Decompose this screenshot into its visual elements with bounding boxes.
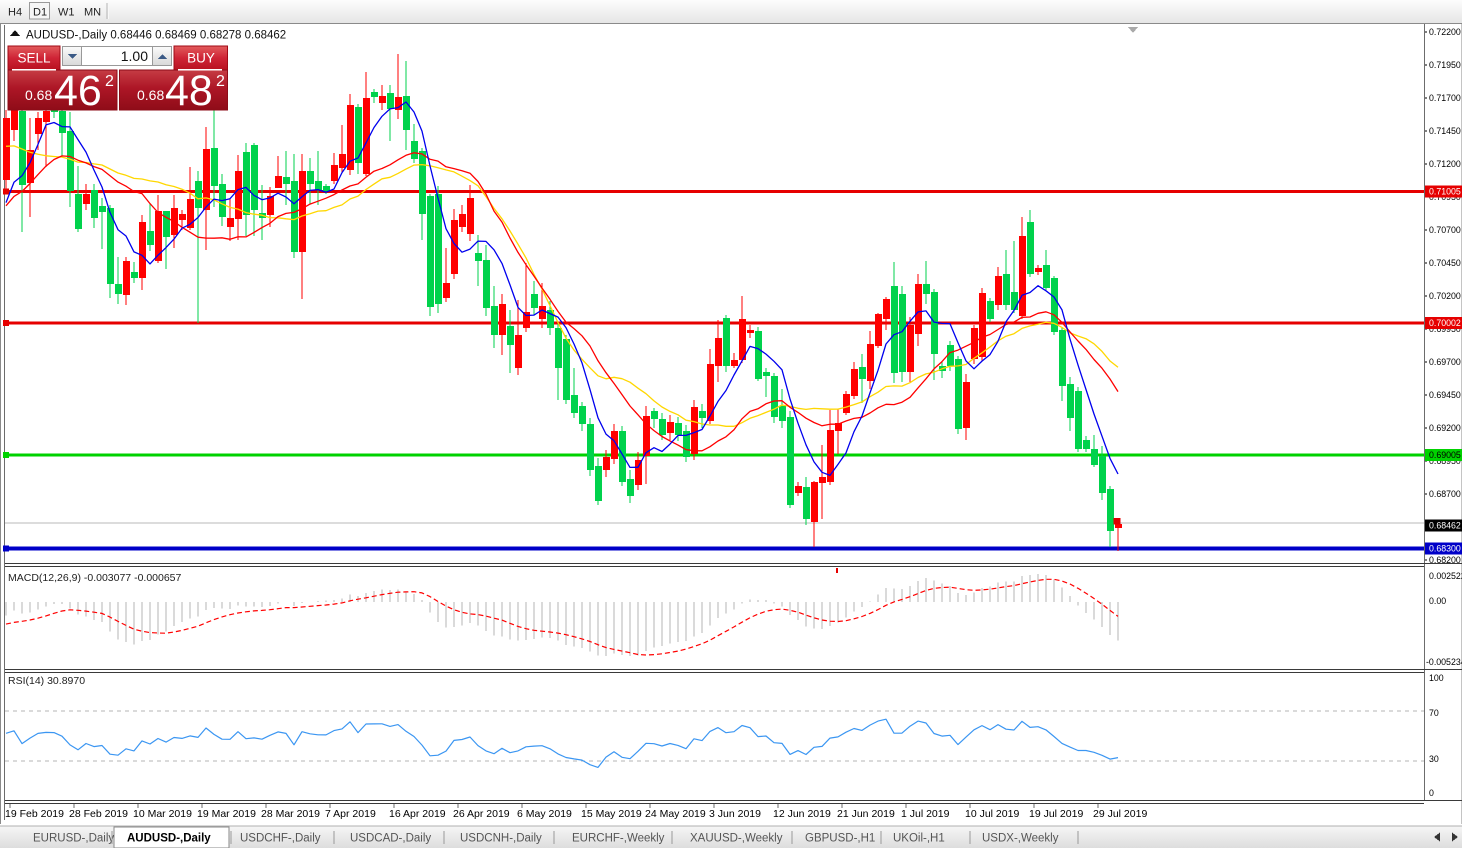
svg-text:48: 48 xyxy=(165,67,213,115)
svg-text:3 Jun 2019: 3 Jun 2019 xyxy=(709,808,761,820)
svg-text:0.69200: 0.69200 xyxy=(1429,423,1461,433)
svg-text:-0.005234: -0.005234 xyxy=(1426,657,1462,667)
svg-text:0.68700: 0.68700 xyxy=(1429,489,1461,499)
svg-text:0: 0 xyxy=(1429,788,1434,798)
svg-text:RSI(14) 30.8970: RSI(14) 30.8970 xyxy=(8,675,85,687)
svg-text:0.68462: 0.68462 xyxy=(1429,521,1461,531)
svg-text:28 Feb 2019: 28 Feb 2019 xyxy=(69,808,128,820)
svg-text:0.68200: 0.68200 xyxy=(1429,555,1461,565)
svg-text:0.70200: 0.70200 xyxy=(1429,291,1461,301)
svg-text:28 Mar 2019: 28 Mar 2019 xyxy=(261,808,320,820)
svg-text:16 Apr 2019: 16 Apr 2019 xyxy=(389,808,446,820)
svg-text:SELL: SELL xyxy=(17,51,51,66)
svg-text:30: 30 xyxy=(1429,754,1439,764)
svg-text:7 Apr 2019: 7 Apr 2019 xyxy=(325,808,376,820)
svg-text:100: 100 xyxy=(1429,673,1444,683)
svg-text:XAUUSD-,Weekly: XAUUSD-,Weekly xyxy=(690,833,783,845)
svg-text:26 Apr 2019: 26 Apr 2019 xyxy=(453,808,510,820)
svg-text:0.68: 0.68 xyxy=(25,87,52,103)
svg-text:70: 70 xyxy=(1429,708,1439,718)
svg-text:0.69450: 0.69450 xyxy=(1429,390,1461,400)
svg-text:H4: H4 xyxy=(8,7,22,19)
svg-text:0.72200: 0.72200 xyxy=(1429,27,1461,37)
svg-text:BUY: BUY xyxy=(187,51,215,66)
svg-text:0.69005: 0.69005 xyxy=(1429,450,1461,460)
svg-text:0.71700: 0.71700 xyxy=(1429,93,1461,103)
svg-text:0.71950: 0.71950 xyxy=(1429,60,1461,70)
svg-text:0.71200: 0.71200 xyxy=(1429,159,1461,169)
svg-text:USDCHF-,Daily: USDCHF-,Daily xyxy=(240,833,321,845)
svg-text:USDX-,Weekly: USDX-,Weekly xyxy=(982,833,1059,845)
svg-text:0.71005: 0.71005 xyxy=(1429,187,1461,197)
svg-text:2: 2 xyxy=(216,73,225,90)
svg-text:10 Mar 2019: 10 Mar 2019 xyxy=(133,808,192,820)
svg-text:USDCAD-,Daily: USDCAD-,Daily xyxy=(350,833,431,845)
svg-text:2: 2 xyxy=(105,73,114,90)
svg-text:10 Jul 2019: 10 Jul 2019 xyxy=(965,808,1019,820)
svg-text:19 Mar 2019: 19 Mar 2019 xyxy=(197,808,256,820)
svg-text:AUDUSD-,Daily 0.68446 0.68469: AUDUSD-,Daily 0.68446 0.68469 0.68278 0.… xyxy=(26,30,286,42)
svg-text:0.69950: 0.69950 xyxy=(1429,324,1461,334)
svg-text:0.71450: 0.71450 xyxy=(1429,126,1461,136)
svg-text:1 Jul 2019: 1 Jul 2019 xyxy=(901,808,950,820)
svg-text:0.002522: 0.002522 xyxy=(1429,571,1462,581)
svg-text:46: 46 xyxy=(54,67,102,115)
svg-text:MN: MN xyxy=(84,7,101,19)
svg-text:0.68300: 0.68300 xyxy=(1429,544,1461,554)
svg-text:24 May 2019: 24 May 2019 xyxy=(645,808,706,820)
svg-text:EURCHF-,Weekly: EURCHF-,Weekly xyxy=(572,833,665,845)
svg-text:21 Jun 2019: 21 Jun 2019 xyxy=(837,808,895,820)
svg-text:W1: W1 xyxy=(58,7,75,19)
svg-text:19 Feb 2019: 19 Feb 2019 xyxy=(5,808,64,820)
svg-text:D1: D1 xyxy=(33,7,47,19)
svg-text:1.00: 1.00 xyxy=(121,48,148,64)
svg-text:19 Jul 2019: 19 Jul 2019 xyxy=(1029,808,1083,820)
svg-text:0.00: 0.00 xyxy=(1429,596,1446,606)
svg-text:0.69700: 0.69700 xyxy=(1429,357,1461,367)
svg-text:MACD(12,26,9) -0.003077 -0.000: MACD(12,26,9) -0.003077 -0.000657 xyxy=(8,572,182,584)
svg-text:0.68: 0.68 xyxy=(137,87,164,103)
svg-text:GBPUSD-,H1: GBPUSD-,H1 xyxy=(805,833,875,845)
svg-text:EURUSD-,Daily: EURUSD-,Daily xyxy=(33,833,114,845)
svg-text:29 Jul 2019: 29 Jul 2019 xyxy=(1093,808,1147,820)
svg-text:12 Jun 2019: 12 Jun 2019 xyxy=(773,808,831,820)
svg-text:0.70450: 0.70450 xyxy=(1429,258,1461,268)
svg-text:15 May 2019: 15 May 2019 xyxy=(581,808,642,820)
svg-text:USDCNH-,Daily: USDCNH-,Daily xyxy=(460,833,542,845)
svg-text:0.70002: 0.70002 xyxy=(1429,318,1461,328)
svg-text:0.70700: 0.70700 xyxy=(1429,225,1461,235)
svg-text:UKOil-,H1: UKOil-,H1 xyxy=(893,833,945,845)
svg-text:AUDUSD-,Daily: AUDUSD-,Daily xyxy=(127,833,211,845)
svg-text:0.68950: 0.68950 xyxy=(1429,456,1461,466)
svg-text:6 May 2019: 6 May 2019 xyxy=(517,808,572,820)
